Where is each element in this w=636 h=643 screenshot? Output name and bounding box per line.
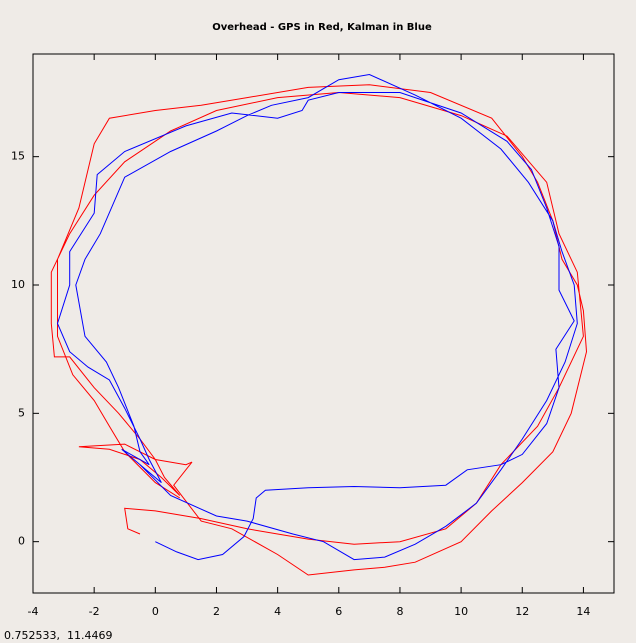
y-tick-label: 0 xyxy=(18,535,25,548)
series-line xyxy=(56,73,578,561)
x-tick-label: 0 xyxy=(152,605,159,618)
x-tick-label: 4 xyxy=(274,605,281,618)
chart-title: Overhead - GPS in Red, Kalman in Blue xyxy=(212,22,432,33)
x-tick-label: 8 xyxy=(396,605,403,618)
x-tick-label: 2 xyxy=(213,605,220,618)
y-tick-label: 5 xyxy=(18,406,25,419)
plot-frame xyxy=(32,53,615,594)
x-tick-label: -2 xyxy=(89,605,100,618)
y-tick-label: 10 xyxy=(11,278,25,291)
series-line xyxy=(50,84,588,576)
x-tick-label: -4 xyxy=(28,605,39,618)
x-tick-label: 12 xyxy=(515,605,529,618)
x-tick-label: 10 xyxy=(454,605,468,618)
status-text: 0.752533, 11.4469 xyxy=(4,629,112,642)
x-tick-label: 14 xyxy=(576,605,590,618)
y-tick-label: 15 xyxy=(11,150,25,163)
x-tick-label: 6 xyxy=(335,605,342,618)
